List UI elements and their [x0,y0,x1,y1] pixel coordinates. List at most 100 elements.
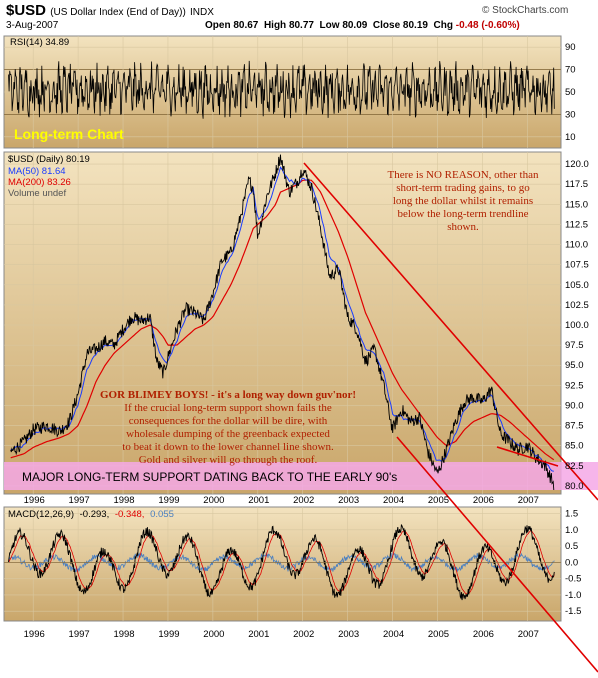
macd-tick-label: 0.0 [565,557,578,568]
annotation-gor-blimey: GOR BLIMEY BOYS! - it's a long way down … [100,389,356,466]
price-tick-label: 100.0 [565,320,589,331]
ann2-line3: consequences for the dollar will be dire… [129,415,328,427]
ma50-line [10,166,554,472]
ann2-line1: GOR BLIMEY BOYS! - it's a long way down … [100,389,356,401]
long-term-title: Long-term Chart [14,126,124,142]
rsi-line [8,60,555,119]
macd-tick-label: -0.5 [565,574,581,585]
rsi-tick-label: 30 [565,109,576,120]
macd-line [8,524,555,601]
close-value: 80.19 [402,20,428,31]
ann2-line2: If the crucial long-term support shown f… [124,402,332,414]
macd-tick-label: 0.5 [565,541,578,552]
open-value: 80.67 [233,20,259,31]
price-tick-label: 97.5 [565,340,584,351]
price-x-tick-label: 2006 [473,495,494,506]
macd-x-tick-label: 1998 [113,629,134,640]
macd-tick-label: -1.5 [565,606,581,617]
high-label: High [263,20,287,31]
ma50-legend: MA(50) 81.64 [8,166,66,177]
macd-x-tick-label: 2001 [248,629,269,640]
price-x-tick-label: 2001 [248,495,269,506]
low-label: Low [319,20,340,31]
ann2-line6: Gold and silver will go through the roof… [139,454,318,466]
close-label: Close [372,20,401,31]
macd-x-tick-label: 2005 [428,629,449,640]
macd-signal-value: -0.348, [115,509,145,520]
exchange: INDX [189,7,214,18]
price-label: $USD (Daily) 80.19 [8,154,90,165]
chart-title: $USD (US Dollar Index (End of Day)) INDX [6,2,214,19]
rsi-label: RSI(14) 34.89 [10,37,69,48]
support-band [4,462,598,490]
symbol-name: (US Dollar Index (End of Day)) [50,7,186,18]
price-panel [3,151,562,495]
price-tick-label: 117.5 [565,179,588,190]
macd-x-tick-label: 1997 [69,629,90,640]
price-x-tick-label: 1996 [24,495,45,506]
short-trendline [496,446,559,467]
price-x-tick-label: 1999 [158,495,179,506]
price-tick-label: 107.5 [565,260,589,271]
ann2-line5: to beat it down to the lower channel lin… [122,441,334,453]
rsi-tick-label: 70 [565,65,576,76]
price-x-tick-label: 1997 [69,495,90,506]
price-x-tick-label: 2002 [293,495,314,506]
price-tick-label: 92.5 [565,380,584,391]
price-tick-label: 102.5 [565,300,589,311]
macd-x-tick-label: 2004 [383,629,404,640]
chg-value: -0.48 (-0.60%) [455,20,520,31]
ann1-line2: short-term trading gains, to go [396,182,530,194]
price-tick-label: 90.0 [565,400,584,411]
macd-x-tick-label: 2007 [518,629,539,640]
chart-date: 3-Aug-2007 [6,20,59,31]
price-x-tick-label: 2000 [203,495,224,506]
lower-channel-line [396,436,598,673]
price-x-tick-label: 2004 [383,495,404,506]
chg-label: Chg [433,20,453,31]
macd-panel [3,506,562,622]
low-value: 80.09 [342,20,368,31]
macd-x-tick-label: 2003 [338,629,359,640]
macd-histogram-line [8,551,555,573]
macd-label: MACD(12,26,9) -0.293, -0.348, 0.055 [8,509,174,520]
ma200-legend: MA(200) 83.26 [8,177,71,188]
price-tick-label: 110.0 [565,240,588,251]
macd-hist-value: 0.055 [150,509,174,520]
ann2-line4: wholesale dumping of the greenback expec… [126,428,330,440]
macd-x-tick-label: 2000 [203,629,224,640]
annotation-no-reason: There is NO REASON, other than short-ter… [388,169,539,233]
price-line [10,154,555,491]
ann1-line5: shown. [447,221,479,233]
ann1-line1: There is NO REASON, other than [388,169,539,181]
open-label: Open [205,20,231,31]
price-tick-label: 105.0 [565,280,589,291]
ma200-line [10,179,555,461]
price-x-tick-label: 2007 [518,495,539,506]
rsi-tick-label: 90 [565,42,576,53]
ann1-line3: long the dollar whilst it remains [393,195,533,207]
rsi-tick-label: 50 [565,87,576,98]
macd-x-tick-label: 2002 [293,629,314,640]
rsi-tick-label: 10 [565,132,576,143]
upper-trendline [303,162,598,501]
price-tick-label: 115.0 [565,199,588,210]
macd-tick-label: -1.0 [565,590,581,601]
price-tick-label: 85.0 [565,441,584,452]
price-tick-label: 82.5 [565,461,584,472]
macd-tick-label: 1.5 [565,509,578,520]
price-tick-label: 112.5 [565,219,588,230]
ohlc-readout: Open 80.67 High 80.77 Low 80.09 Close 80… [205,20,520,31]
price-tick-label: 87.5 [565,421,584,432]
price-tick-label: 80.0 [565,481,584,492]
macd-x-tick-label: 2006 [473,629,494,640]
macd-tick-label: 1.0 [565,525,578,536]
price-tick-label: 120.0 [565,159,589,170]
price-x-tick-label: 1998 [113,495,134,506]
macd-signal-line [8,530,555,595]
ann1-line4: below the long-term trendline [397,208,528,220]
macd-value: -0.293, [80,509,110,520]
macd-x-tick-label: 1999 [158,629,179,640]
brand-logo: © StockCharts.com [482,5,569,16]
